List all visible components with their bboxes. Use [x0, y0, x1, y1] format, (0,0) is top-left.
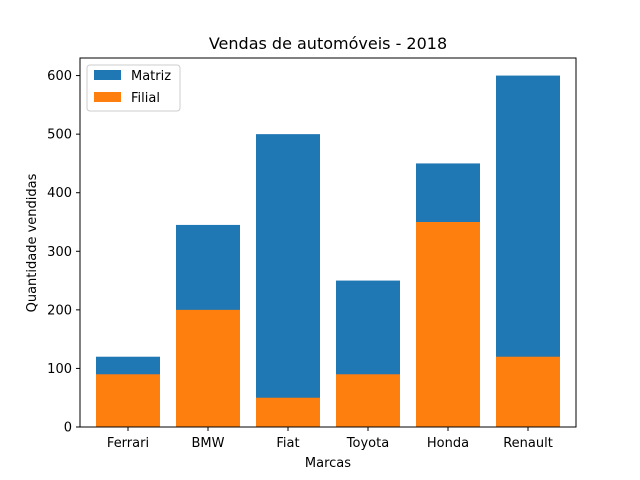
plot-frame — [79, 57, 577, 428]
x-tick-label: Renault — [503, 436, 553, 451]
y-tick-label: 0 — [64, 421, 72, 436]
chart-title: Vendas de automóveis - 2018 — [209, 34, 447, 53]
x-tick-label: Honda — [427, 436, 469, 451]
y-tick-label: 100 — [47, 362, 72, 377]
y-axis-label: Quantidade vendidas — [25, 173, 40, 312]
bar-matriz-fiat — [256, 134, 320, 427]
y-tick-label: 300 — [47, 245, 72, 260]
bar-filial-bmw — [176, 309, 240, 427]
legend-swatch-matriz — [94, 70, 121, 80]
axes-group: 0 100 200 300 400 500 600 Ferrari BMW Fiat Toyota H… — [47, 57, 577, 451]
bar-filial-renault — [496, 356, 560, 427]
bar-filial-toyota — [336, 374, 400, 427]
x-tick-label: Fiat — [276, 436, 299, 451]
x-tick-label: BMW — [192, 436, 225, 451]
x-tick-label: Ferrari — [107, 436, 149, 451]
x-tick-label: Toyota — [346, 436, 389, 451]
bar-filial-ferrari — [96, 374, 160, 427]
legend-label-filial: Filial — [131, 91, 160, 106]
bars-group — [96, 75, 560, 428]
x-axis-label: Marcas — [305, 456, 351, 471]
legend-swatch-filial — [94, 92, 121, 102]
y-tick-label: 200 — [47, 303, 72, 318]
bar-filial-honda — [416, 222, 480, 427]
y-tick-label: 500 — [47, 128, 72, 143]
bar-filial-fiat — [256, 397, 320, 427]
legend-label-matriz: Matriz — [131, 69, 171, 84]
y-tick-label: 400 — [47, 186, 72, 201]
legend: Matriz Filial — [86, 64, 181, 112]
y-tick-label: 600 — [47, 69, 72, 84]
